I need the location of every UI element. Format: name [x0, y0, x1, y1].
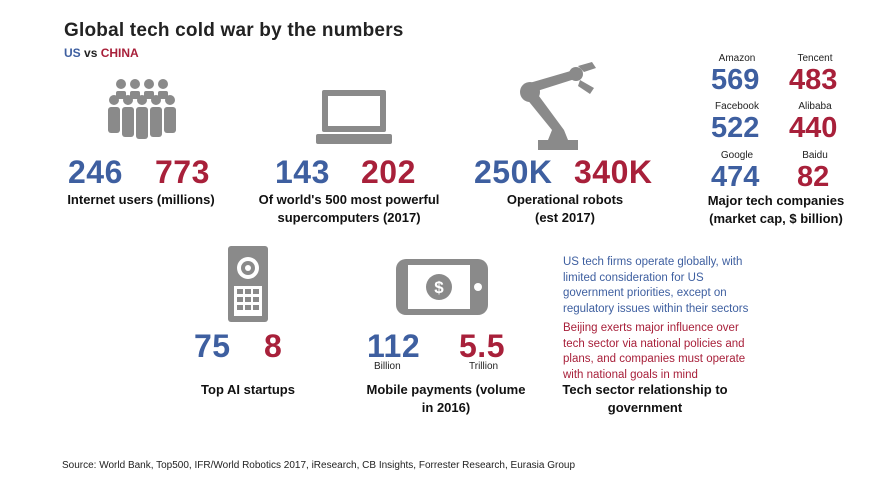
company-us-name: Facebook [715, 101, 759, 112]
internet-china-value: 773 [155, 154, 210, 190]
robots-us-value: 250K [474, 154, 553, 190]
internet-users-label: Internet users (millions) [67, 192, 215, 207]
supercomputers-label: Of world's 500 most powerful supercomput… [258, 192, 440, 225]
subtitle-legend: US vs CHINA [64, 46, 139, 60]
computer-icon [316, 90, 392, 144]
page-title: Global tech cold war by the numbers [64, 20, 404, 41]
payments-us-value: 112 [367, 328, 421, 364]
company-china-value: 82 [797, 161, 830, 193]
source-note: Source: World Bank, Top500, IFR/World Ro… [62, 460, 576, 471]
us-relationship-note: US tech firms operate globally, with lim… [563, 256, 749, 315]
company-china-value: 440 [789, 112, 838, 144]
ai-startups-label: Top AI startups [201, 382, 295, 397]
internet-us-value: 246 [68, 154, 123, 190]
company-china-name: Alibaba [798, 101, 832, 112]
companies-label: Major tech companies (market cap, $ bill… [707, 193, 845, 226]
ai-device-icon [228, 246, 268, 322]
company-china-name: Baidu [802, 150, 828, 161]
company-china-value: 483 [789, 64, 838, 96]
company-china-name: Tencent [797, 53, 833, 64]
company-us-value: 474 [711, 161, 760, 193]
company-us-value: 522 [711, 112, 760, 144]
people-group-icon [108, 79, 176, 139]
supercomputers-china-value: 202 [361, 154, 416, 190]
payments-us-unit: Billion [374, 361, 401, 372]
ai-startups-china-value: 8 [264, 328, 283, 364]
company-us-value: 569 [711, 64, 760, 96]
payments-label: Mobile payments (volume in 2016) [366, 382, 526, 415]
ai-startups-us-value: 75 [194, 328, 231, 364]
svg-text:$: $ [434, 278, 444, 297]
relationship-label: Tech sector relationship to government [562, 382, 728, 415]
china-relationship-note: Beijing exerts major influence over tech… [563, 322, 746, 381]
us-legend: US [64, 46, 81, 60]
mobile-payment-icon: $ [396, 259, 488, 315]
payments-china-value: 5.5 [459, 328, 505, 364]
vs-legend: vs [84, 46, 98, 60]
china-legend: CHINA [100, 46, 139, 60]
supercomputers-us-value: 143 [275, 154, 330, 190]
robots-china-value: 340K [574, 154, 653, 190]
payments-china-unit: Trillion [469, 361, 499, 372]
robot-arm-icon [520, 62, 596, 150]
company-us-name: Amazon [718, 53, 756, 64]
robots-label: Operational robots (est 2017) [506, 192, 624, 225]
company-us-name: Google [720, 150, 754, 161]
